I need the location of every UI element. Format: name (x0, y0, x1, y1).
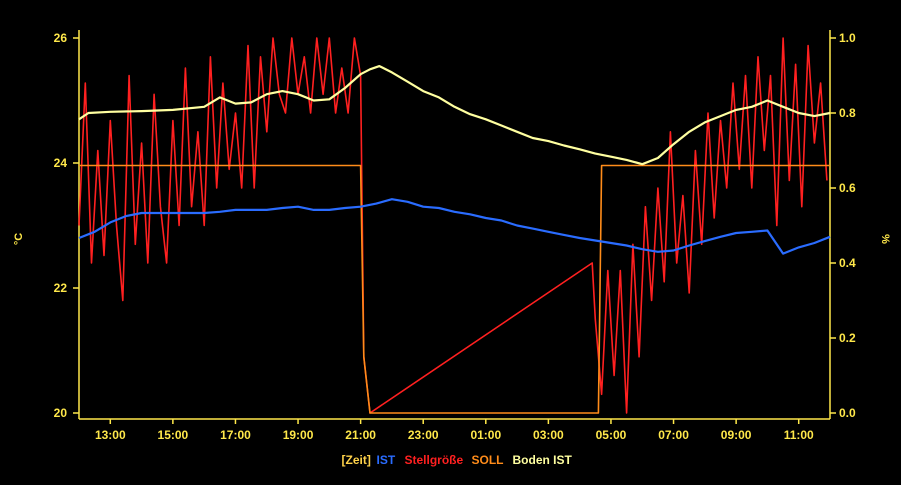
y-tick-label-left: 26 (54, 31, 68, 45)
x-tick-label: 17:00 (220, 428, 251, 442)
x-tick-label: 09:00 (721, 428, 752, 442)
legend-item: Stellgröße (405, 453, 464, 467)
y-tick-label-right: 1.0 (839, 31, 856, 45)
y-tick-label-right: 0.6 (839, 181, 856, 195)
series-line-soll (79, 164, 830, 414)
x-tick-label: 23:00 (408, 428, 439, 442)
x-tick-label: 13:00 (95, 428, 126, 442)
x-tick-label: 03:00 (533, 428, 564, 442)
series-layer (78, 37, 831, 414)
x-tick-label: 19:00 (283, 428, 314, 442)
x-tick-label: 15:00 (158, 428, 189, 442)
y-tick-label-left: 20 (54, 406, 68, 420)
series-line-ist (78, 198, 831, 255)
x-tick-label: 21:00 (345, 428, 376, 442)
legend: [Zeit] IST Stellgröße SOLL Boden IST (342, 453, 573, 467)
y-axis-label-left: °C (13, 233, 25, 245)
legend-item: [Zeit] (342, 453, 371, 467)
x-tick-label: 01:00 (470, 428, 501, 442)
legend-item: SOLL (472, 453, 504, 467)
legend-item: IST (377, 453, 396, 467)
y-tick-label-left: 22 (54, 281, 68, 295)
x-tick-label: 05:00 (596, 428, 627, 442)
y-tick-label-right: 0.2 (839, 331, 856, 345)
series-line-stellgr-e (78, 37, 828, 414)
y-tick-label-right: 0.0 (839, 406, 856, 420)
x-tick-label: 11:00 (784, 428, 814, 442)
y-tick-label-right: 0.8 (839, 106, 856, 120)
y-tick-label-right: 0.4 (839, 256, 856, 270)
x-tick-label: 07:00 (658, 428, 689, 442)
axes: 26 24 22 20 1.0 0.8 0.6 0.4 0.2 0.0 13:00 15:00 17:0… (54, 30, 856, 442)
series-line-boden-ist (78, 64, 831, 166)
y-tick-label-left: 24 (54, 156, 68, 170)
legend-item: Boden IST (513, 453, 573, 467)
y-axis-label-right: % (879, 234, 891, 244)
